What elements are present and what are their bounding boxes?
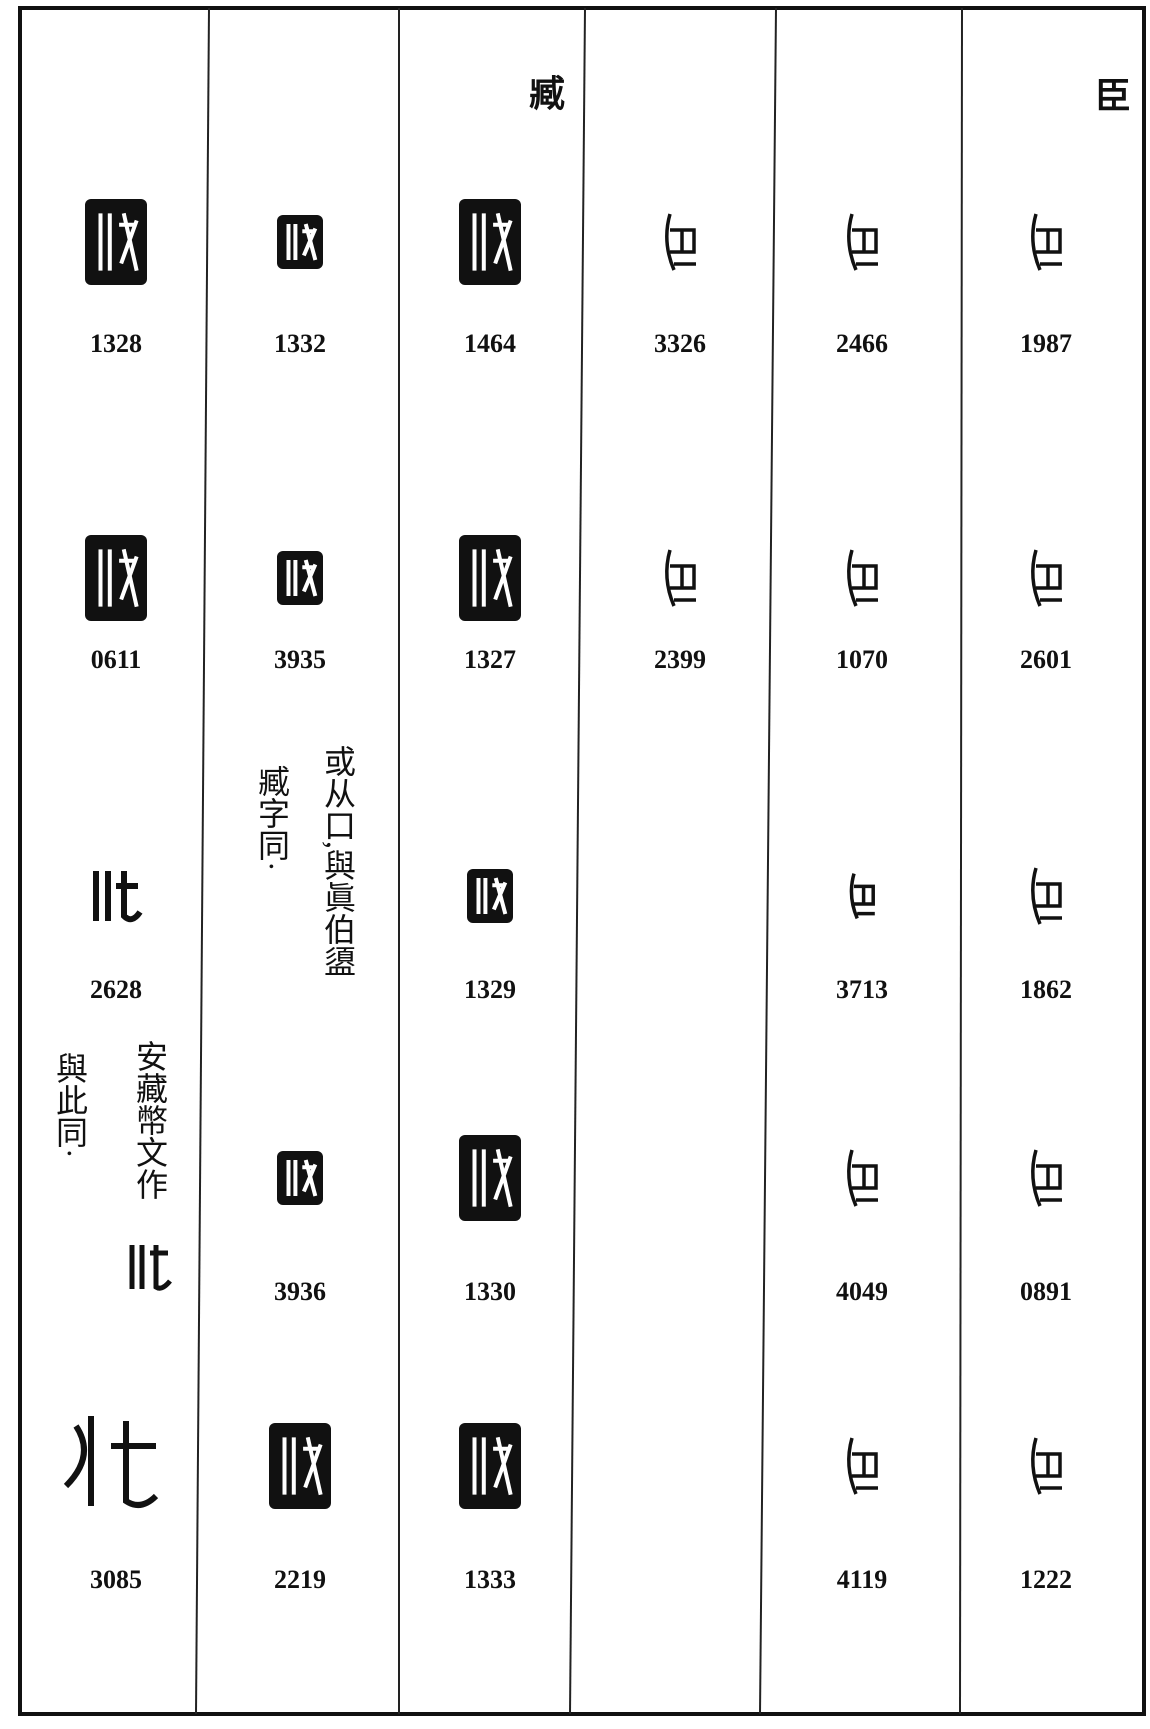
chen-glyph: [847, 549, 878, 607]
chen-glyph: [847, 213, 878, 271]
entry-number: 3085: [90, 1565, 142, 1594]
seal-strokes: [472, 548, 513, 608]
header-zang: 臧: [529, 73, 565, 114]
entry-number: 1070: [836, 645, 888, 674]
seal-glyph: [1031, 1149, 1062, 1207]
page-frame: [18, 6, 1146, 1716]
chen-glyph: [847, 1437, 878, 1495]
seal-block: [459, 1135, 521, 1221]
entry-number: 4049: [836, 1277, 888, 1306]
seal-glyph: [847, 549, 878, 607]
seal-block: [459, 199, 521, 285]
seal-glyph: [269, 1423, 331, 1509]
entry-number: 2399: [654, 645, 706, 674]
seal-block: [85, 535, 147, 621]
chen-glyph: [1031, 213, 1062, 271]
entry-number: 3713: [836, 975, 888, 1004]
note-glyph: [129, 1245, 172, 1291]
seal-block: [269, 1423, 331, 1509]
entry-number: 1332: [274, 329, 326, 358]
seal-strokes: [286, 1159, 318, 1197]
seal-block: [459, 1423, 521, 1509]
entry-number: 1222: [1020, 1565, 1072, 1594]
entry-number: 1987: [1020, 329, 1072, 358]
entry-number: 3326: [654, 329, 706, 358]
seal-glyph: [459, 1135, 521, 1221]
entry-number: 1333: [464, 1565, 516, 1594]
seal-glyph: [467, 869, 513, 923]
seal-block: [277, 1151, 323, 1205]
seal-glyph: [277, 1151, 323, 1205]
seal-glyph: [847, 1437, 878, 1495]
seal-block: [459, 535, 521, 621]
seal-glyph: [459, 535, 521, 621]
seal-glyph: [847, 213, 878, 271]
seal-glyph: [665, 213, 696, 271]
entry-number: 1464: [464, 329, 516, 358]
entry-number: 3936: [274, 1277, 326, 1306]
entry-number: 2601: [1020, 645, 1072, 674]
note-left: 臧字同·: [254, 765, 290, 872]
seal-glyph: [277, 551, 323, 605]
seal-glyph: [277, 215, 323, 269]
seal-glyph: [849, 873, 875, 920]
seal-glyph: [665, 549, 696, 607]
seal-block: [85, 199, 147, 285]
column-rules: [195, 7, 963, 1715]
seal-glyph: [63, 1416, 159, 1508]
note-right: 安藏幣文作: [132, 1040, 168, 1200]
seal-glyph: [93, 871, 143, 923]
chen-glyph: [665, 213, 696, 271]
seal-strokes: [98, 212, 139, 272]
chen-glyph: [1031, 1437, 1062, 1495]
entry-number: 2628: [90, 975, 142, 1004]
entry-number: 1330: [464, 1277, 516, 1306]
glyph-strokes: [93, 871, 143, 923]
entry-number: 0611: [91, 645, 142, 674]
seal-strokes: [472, 212, 513, 272]
seal-strokes: [286, 223, 318, 261]
chen-glyph: [847, 1149, 878, 1207]
seal-strokes: [98, 548, 139, 608]
entry-number: 4119: [837, 1565, 888, 1594]
seal-strokes: [286, 559, 318, 597]
seal-glyph: [85, 199, 147, 285]
seal-glyph: [1031, 867, 1062, 925]
entry-number: 0891: [1020, 1277, 1072, 1306]
seal-strokes: [472, 1148, 513, 1208]
glyph-strokes: [63, 1416, 159, 1508]
seal-glyph: [459, 1423, 521, 1509]
seal-glyph: [1031, 1437, 1062, 1495]
seal-glyph: [85, 535, 147, 621]
seal-block: [277, 215, 323, 269]
seal-glyph: [459, 199, 521, 285]
seal-strokes: [472, 1436, 513, 1496]
seal-glyph: [1031, 549, 1062, 607]
chen-glyph: [1031, 549, 1062, 607]
header-chen: 臣: [1095, 76, 1131, 116]
entry-number: 2466: [836, 329, 888, 358]
chen-glyph: [1031, 1149, 1062, 1207]
seal-block: [467, 869, 513, 923]
note-left: 與此同·: [52, 1052, 88, 1159]
seal-strokes: [476, 877, 508, 915]
entry-number: 1862: [1020, 975, 1072, 1004]
entry-number: 1328: [90, 329, 142, 358]
seal-glyph: [847, 1149, 878, 1207]
seal-block: [277, 551, 323, 605]
seal-strokes: [282, 1436, 323, 1496]
chen-glyph: [1031, 867, 1062, 925]
seal-glyph: [1031, 213, 1062, 271]
entry-number: 1327: [464, 645, 516, 674]
entry-number: 1329: [464, 975, 516, 1004]
chen-glyph: [849, 873, 875, 920]
entry-number: 2219: [274, 1565, 326, 1594]
chen-glyph: [665, 549, 696, 607]
note-right: 或从口,與眞伯盨: [320, 745, 356, 977]
entry-number: 3935: [274, 645, 326, 674]
